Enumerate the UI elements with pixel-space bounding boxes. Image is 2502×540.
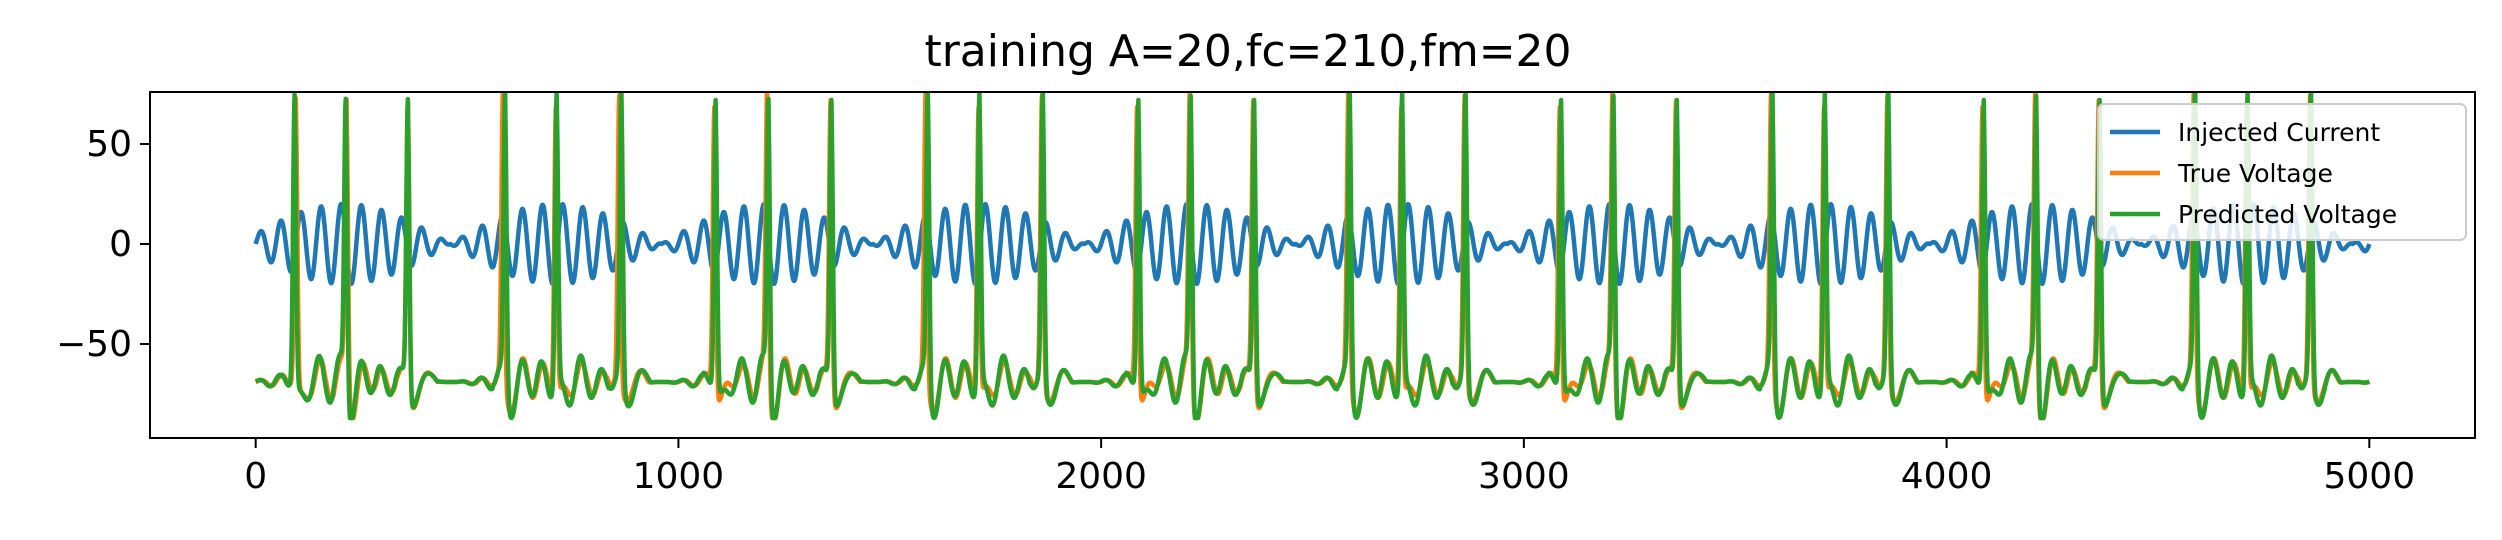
- x-tick-label: 1000: [633, 456, 725, 497]
- y-axis: 50 0 −50: [56, 124, 150, 365]
- x-tick-label: 0: [244, 456, 267, 497]
- y-tick-label: 50: [86, 124, 132, 165]
- x-tick-label: 3000: [1478, 456, 1570, 497]
- legend-label: Predicted Voltage: [2178, 200, 2397, 229]
- chart-title: training A=20,fc=210,fm=20: [924, 26, 1571, 77]
- legend-label: Injected Current: [2178, 118, 2380, 147]
- series-line-true-voltage: [253, 92, 2372, 421]
- series-line-injected-current: [253, 201, 2372, 287]
- legend: Injected Current True Voltage Predicted Vo…: [2097, 103, 2467, 241]
- x-tick-label: 2000: [1055, 456, 1147, 497]
- plot-frame: [149, 91, 2476, 439]
- x-tick-label: 4000: [1901, 456, 1993, 497]
- y-tick-label: −50: [56, 324, 132, 365]
- series-layer: [253, 92, 2372, 421]
- x-axis: 0 1000 2000 3000 4000 5000: [244, 438, 2415, 497]
- legend-box: [2097, 103, 2467, 241]
- series-line-predicted-voltage: [253, 92, 2372, 421]
- legend-label: True Voltage: [2177, 159, 2333, 188]
- y-tick-label: 0: [109, 224, 132, 265]
- x-tick-label: 5000: [2324, 456, 2416, 497]
